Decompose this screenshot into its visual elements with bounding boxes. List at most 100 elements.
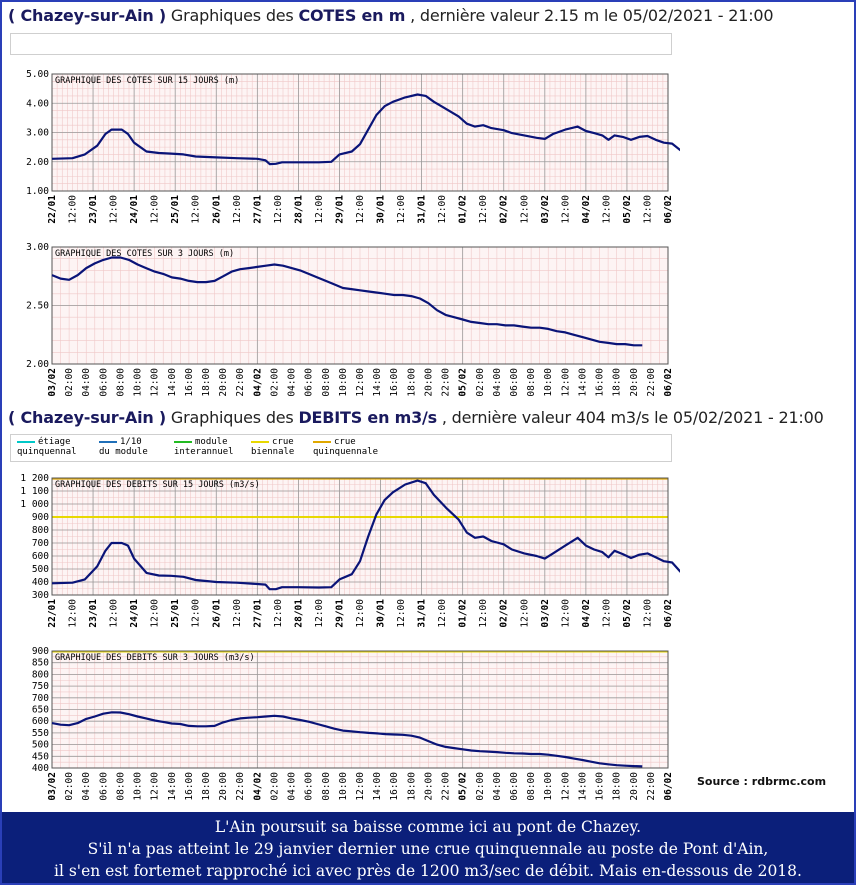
legend-line1: 1/10 [120,437,142,447]
debits-bold: DEBITS en m3/s [298,408,438,427]
x-tick-label: 23/01 [88,599,99,628]
x-tick-label: 20:00 [423,772,434,801]
x-tick-label: 04:00 [81,368,92,397]
cotes-bold: COTES en m [298,6,406,25]
x-tick-label: 31/01 [417,599,428,628]
x-tick-label: 06:00 [98,772,109,801]
x-tick-label: 12:00 [396,599,407,628]
x-tick-label: 14:00 [167,368,178,397]
y-tick-label: 2.00 [26,157,49,168]
footer-line: S'il n'a pas atteint le 29 janvier derni… [87,840,769,858]
legend-line1: crue [272,437,294,447]
chart-title: GRAPHIQUE DES COTES SUR 3 JOURS (m) [55,249,234,259]
chart-cotes-3-jours: 3.00 2.50 2.00 GRAPHIQUE DES COTES SUR 3 JO… [26,242,674,397]
x-tick-label: 02:00 [269,772,280,801]
legend-item-dixieme-module: 1/10 du module [99,437,148,457]
legend-line1: module [195,437,228,447]
x-tick-label: 08:00 [115,772,126,801]
cotes-suffix: , dernière valeur 2.15 m le 05/02/2021 -… [405,6,774,25]
x-tick-label: 02:00 [269,368,280,397]
legend-line1: étiage [38,437,71,447]
legend-swatch [313,440,331,443]
y-tick-label: 550 [32,728,49,739]
cotes-legend-box [10,33,672,55]
plot-frame [51,477,669,596]
x-tick-label: 22:00 [235,772,246,801]
x-tick-label: 01/02 [458,599,469,628]
x-tick-label: 18:00 [201,368,212,397]
x-tick-label: 18:00 [201,772,212,801]
x-tick-label: 05/02 [622,599,633,628]
x-tick-label: 02:00 [64,772,75,801]
x-tick-label: 22:00 [441,368,452,397]
x-tick-label: 10:00 [338,772,349,801]
x-tick-label: 12:00 [478,599,489,628]
x-tick-label: 12:00 [68,599,79,628]
x-tick-label: 16:00 [595,772,606,801]
x-tick-label: 18:00 [612,772,623,801]
x-tick-label: 16:00 [389,368,400,397]
x-tick-label: 12:00 [232,599,243,628]
legend-line2: quinquennale [313,447,379,457]
x-tick-label: 20:00 [629,368,640,397]
footer-caption: L'Ain poursuit sa baisse comme ici au po… [2,812,854,883]
x-tick-label: 12:00 [191,195,202,224]
x-tick-label: 22:00 [646,368,657,397]
legend-swatch [174,440,192,443]
x-tick-label: 29/01 [334,599,345,628]
x-tick-label: 22:00 [235,368,246,397]
x-tick-label: 12:00 [601,599,612,628]
x-tick-label: 08:00 [526,368,537,397]
x-tick-label: 02/02 [499,195,510,224]
x-tick-label: 24/01 [129,195,140,224]
x-tick-label: 30/01 [376,599,387,628]
legend-line1: crue [334,437,356,447]
x-tick-label: 10:00 [543,772,554,801]
y-tick-label: 1.00 [26,186,49,197]
x-tick-label: 12:00 [191,599,202,628]
debits-header: ( Chazey-sur-Ain ) Graphiques des DEBITS… [8,408,824,427]
x-tick-label: 03/02 [47,368,58,397]
x-tick-label: 14:00 [372,772,383,801]
x-tick-label: 24/01 [129,599,140,628]
x-tick-label: 04/02 [252,772,263,801]
x-tick-label: 03/02 [540,599,551,628]
y-tick-label: 500 [32,740,49,751]
cotes-station: ( Chazey-sur-Ain ) [8,6,167,25]
x-tick-label: 12:00 [355,195,366,224]
plot-frame [51,650,669,769]
x-tick-label: 12:00 [109,599,120,628]
legend-item-crue-quinquennale: crue quinquennale [313,437,378,457]
y-tick-label: 300 [32,590,49,601]
y-tick-label: 1 200 [20,473,49,484]
x-tick-label: 06:00 [98,368,109,397]
debits-station: ( Chazey-sur-Ain ) [8,408,167,427]
chart-title: GRAPHIQUE DES COTES SUR 15 JOURS (m) [55,76,239,86]
y-tick-label: 5.00 [26,69,49,80]
x-tick-label: 12:00 [68,195,79,224]
x-tick-label: 04/02 [252,368,263,397]
x-tick-label: 08:00 [526,772,537,801]
x-tick-label: 28/01 [293,195,304,224]
x-tick-label: 06:00 [304,772,315,801]
x-tick-label: 05/02 [458,772,469,801]
legend-item-etiage: étiage quinquennal [17,437,77,457]
x-tick-label: 12:00 [560,599,571,628]
y-tick-label: 4.00 [26,98,49,109]
x-tick-label: 04:00 [287,368,298,397]
x-tick-label: 03/02 [47,772,58,801]
x-tick-label: 10:00 [543,368,554,397]
x-tick-label: 16:00 [184,772,195,801]
debits-prefix: Graphiques des [166,408,299,427]
x-tick-label: 16:00 [389,772,400,801]
x-tick-label: 14:00 [577,772,588,801]
series-line [51,711,643,768]
y-tick-label: 3.00 [26,128,49,139]
x-tick-label: 18:00 [406,772,417,801]
x-tick-label: 30/01 [376,195,387,224]
x-tick-label: 12:00 [150,772,161,801]
x-tick-label: 27/01 [252,195,263,224]
footer-line: il s'en est fortemet rapproché ici avec … [54,862,802,880]
